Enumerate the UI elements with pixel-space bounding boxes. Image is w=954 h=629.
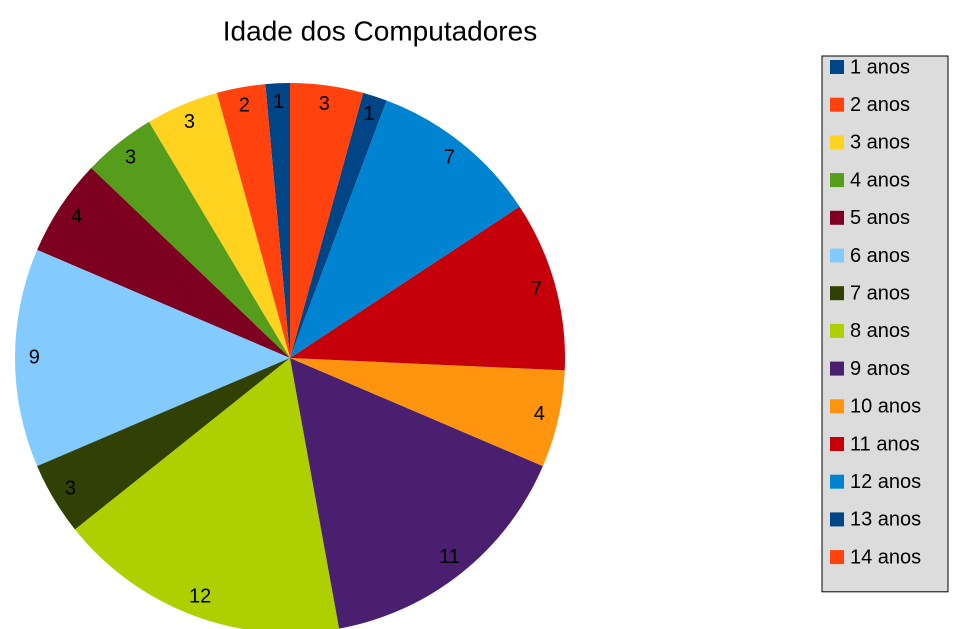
- data-label: 3: [125, 146, 136, 168]
- legend-label: 10 anos: [850, 396, 921, 418]
- legend-swatch: [830, 361, 844, 376]
- pie-slice: [290, 92, 387, 358]
- legend-swatch: [830, 97, 844, 112]
- data-label: 4: [534, 403, 545, 425]
- pie-slice: [290, 83, 364, 358]
- pie-slice: [74, 358, 340, 629]
- data-label: 1: [363, 103, 374, 125]
- legend-swatch: [830, 210, 844, 225]
- legend-label: 5 anos: [850, 207, 910, 229]
- pie-slice: [290, 100, 520, 359]
- legend-label: 12 anos: [850, 471, 921, 493]
- pie-slice: [15, 249, 291, 467]
- legend-label: 7 anos: [850, 282, 910, 304]
- legend-label: 2 anos: [850, 94, 910, 116]
- legend-swatch: [830, 248, 844, 263]
- legend-swatch: [830, 323, 844, 338]
- pie-slice: [37, 167, 290, 358]
- legend-label: 13 anos: [850, 509, 921, 531]
- legend-swatch: [830, 60, 844, 74]
- pie-slice: [290, 358, 565, 467]
- data-label: 4: [71, 205, 82, 227]
- data-label: 1: [273, 91, 284, 113]
- data-label: 7: [444, 146, 455, 168]
- pie-slice: [290, 358, 543, 629]
- legend-label: 11 anos: [850, 433, 920, 455]
- data-label: 3: [65, 477, 76, 499]
- data-label: 11: [439, 546, 460, 568]
- legend-swatch: [830, 474, 844, 489]
- legend-swatch: [830, 135, 844, 150]
- legend-label: 14 anos: [850, 546, 921, 568]
- legend-label: 9 anos: [850, 358, 910, 380]
- legend-label: 1 anos: [850, 56, 910, 78]
- legend-swatch: [830, 512, 844, 527]
- legend-label: 4 anos: [850, 169, 910, 191]
- legend-swatch: [830, 550, 844, 565]
- legend-label: 8 anos: [850, 320, 910, 342]
- pie-slice: [91, 121, 290, 359]
- data-label: 2: [239, 95, 250, 117]
- legend-swatch: [830, 399, 844, 414]
- legend-label: 3 anos: [850, 132, 910, 154]
- legend-swatch: [830, 437, 844, 451]
- data-label: 3: [319, 93, 330, 115]
- legend-swatch: [830, 286, 844, 301]
- legend-swatch: [830, 173, 844, 188]
- chart-title: Idade dos Computadores: [223, 15, 537, 46]
- pie-slice: [37, 358, 290, 530]
- pie-slice: [148, 92, 290, 358]
- pie-slice: [216, 84, 290, 359]
- legend: 1 anos 2 anos 3 anos 4 anos 5 anos 6 anos 7 an…: [821, 55, 949, 593]
- data-label: 7: [531, 278, 542, 300]
- legend-label: 6 anos: [850, 245, 910, 267]
- data-label: 9: [29, 346, 40, 368]
- data-label: 12: [189, 586, 211, 608]
- pie-slice: [290, 206, 565, 371]
- pie-slice: [265, 83, 290, 358]
- data-label: 3: [184, 111, 195, 133]
